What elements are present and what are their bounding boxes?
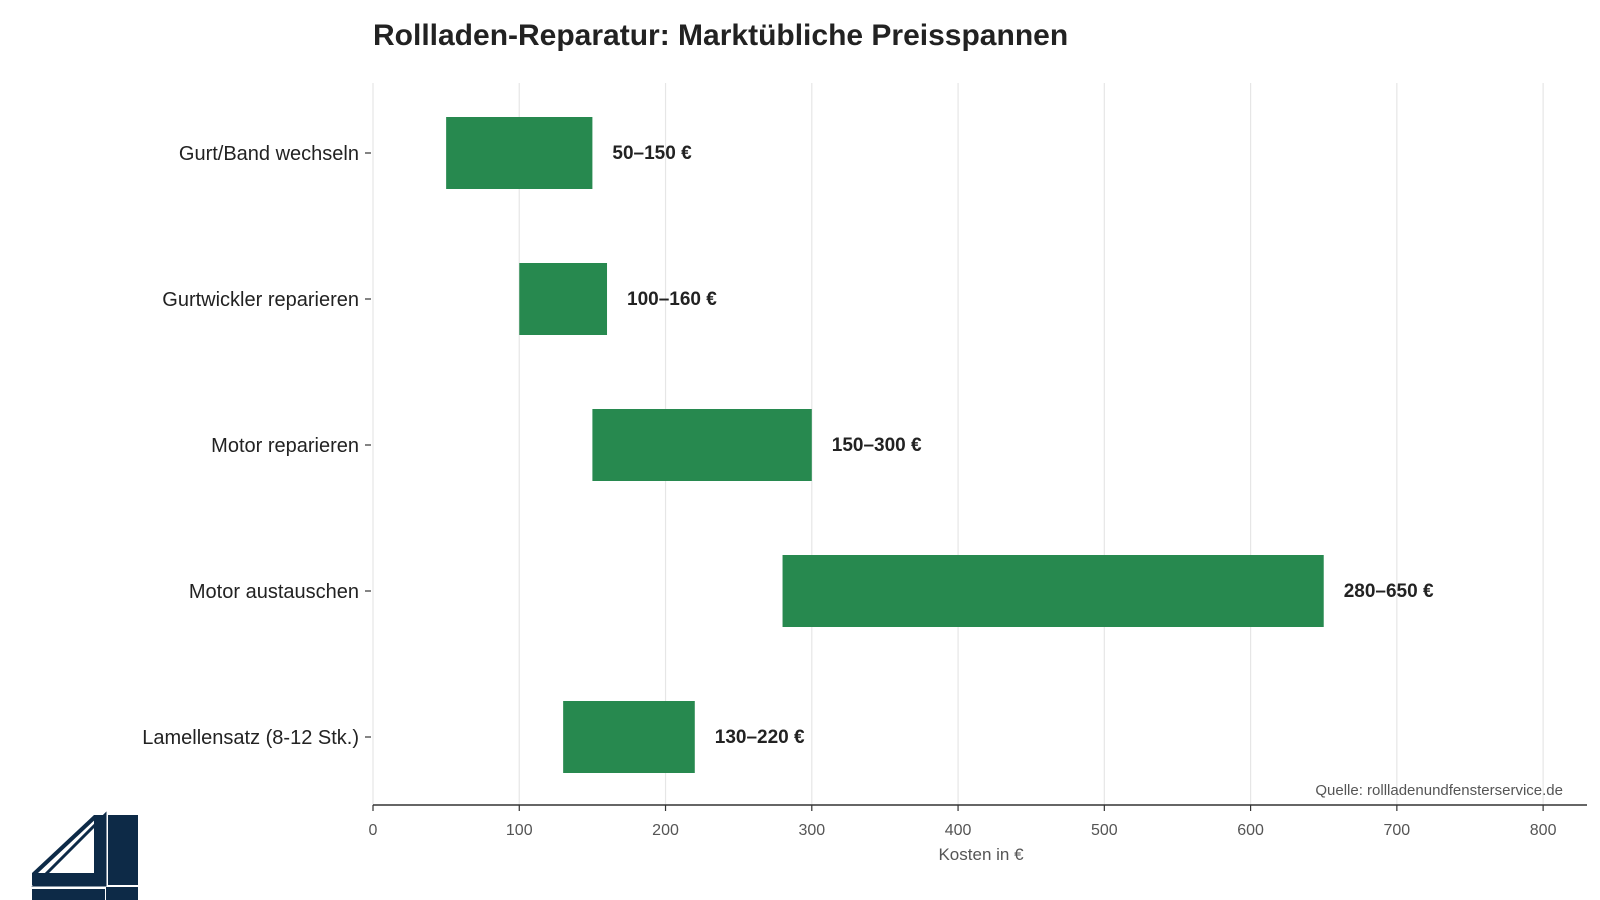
grid-lines — [372, 83, 1544, 805]
x-tick-label: 200 — [652, 822, 679, 839]
window-frame-logo-icon — [31, 811, 138, 900]
category-label: Gurtwickler reparieren — [162, 289, 359, 311]
category-label: Lamellensatz (8-12 Stk.) — [142, 727, 359, 749]
x-tick-label: 400 — [945, 822, 972, 839]
x-tick-label: 600 — [1237, 822, 1264, 839]
bars — [446, 117, 1324, 773]
range-value-label: 50–150 € — [612, 143, 692, 164]
range-bar — [592, 409, 812, 481]
source-note: Quelle: rollladenundfensterservice.de — [1315, 782, 1563, 799]
x-tick-label: 300 — [798, 822, 825, 839]
category-label: Motor reparieren — [211, 435, 359, 457]
x-tick-label: 500 — [1091, 822, 1118, 839]
x-tick-label: 700 — [1384, 822, 1411, 839]
range-bar — [782, 555, 1324, 627]
category-labels: Gurt/Band wechseln Gurtwickler reparieren… — [142, 143, 371, 749]
range-value-label: 130–220 € — [715, 727, 805, 748]
range-bar — [563, 701, 695, 773]
x-tick-label: 100 — [506, 822, 533, 839]
chart-title: Rollladen-Reparatur: Marktübliche Preiss… — [373, 19, 1068, 52]
x-axis: 0 100 200 300 400 500 600 700 800 — [369, 804, 1587, 839]
range-bar — [519, 263, 608, 335]
category-label: Motor austauschen — [189, 581, 359, 603]
x-axis-label: Kosten in € — [938, 845, 1024, 864]
data-labels: 50–150 € 100–160 € 150–300 € 280–650 € 130–2… — [612, 143, 1434, 748]
range-value-label: 150–300 € — [832, 435, 922, 456]
x-tick-label: 800 — [1530, 822, 1557, 839]
range-value-label: 280–650 € — [1344, 581, 1434, 602]
x-tick-label: 0 — [369, 822, 378, 839]
category-label: Gurt/Band wechseln — [179, 143, 359, 165]
range-bar — [446, 117, 593, 189]
range-value-label: 100–160 € — [627, 289, 717, 310]
